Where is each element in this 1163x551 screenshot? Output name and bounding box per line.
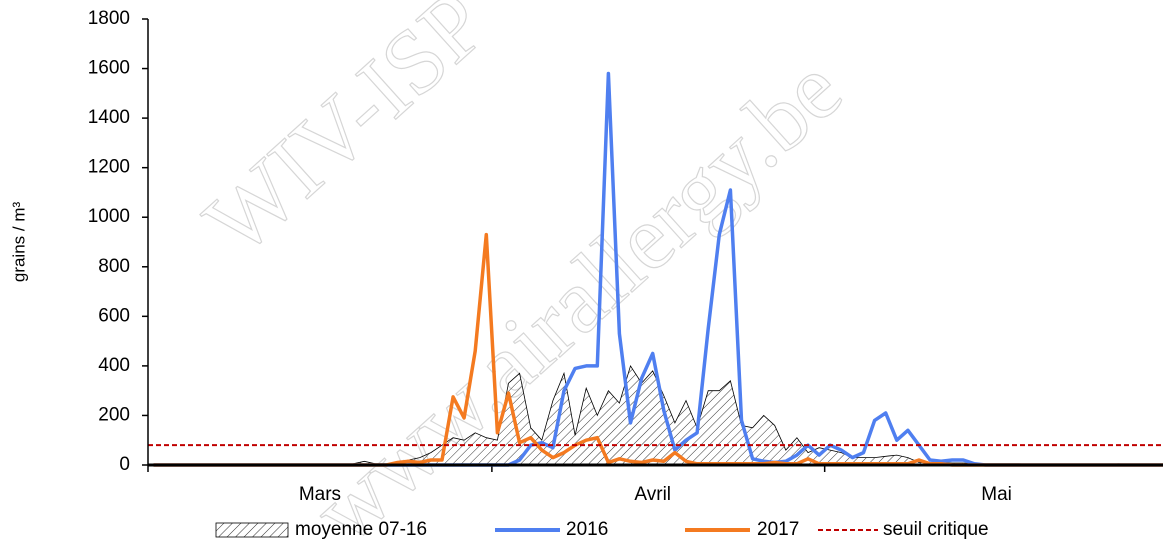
y-tick-label: 1200 xyxy=(88,157,130,178)
legend-swatch xyxy=(215,522,289,538)
y-axis-label: grains / m³ xyxy=(9,202,28,283)
y-tick-label: 800 xyxy=(98,256,130,277)
watermark: WIV-ISP xyxy=(185,0,505,274)
legend-label: 2016 xyxy=(566,519,608,540)
x-tick-label: Mai xyxy=(981,484,1012,505)
x-tick-label: Avril xyxy=(634,484,671,505)
y-tick-label: 600 xyxy=(98,305,130,326)
y-tick-label: 200 xyxy=(98,404,130,425)
legend-label: 2017 xyxy=(757,519,799,540)
legend-label: moyenne 07-16 xyxy=(295,519,427,540)
x-tick-label: Mars xyxy=(299,484,341,505)
legend-label: seuil critique xyxy=(883,519,989,540)
y-tick-label: 0 xyxy=(119,454,130,475)
y-tick-label: 1000 xyxy=(88,206,130,227)
y-tick-label: 1600 xyxy=(88,58,130,79)
y-tick-label: 1400 xyxy=(88,107,130,128)
y-tick-label: 400 xyxy=(98,355,130,376)
y-tick-label: 1800 xyxy=(88,8,130,29)
